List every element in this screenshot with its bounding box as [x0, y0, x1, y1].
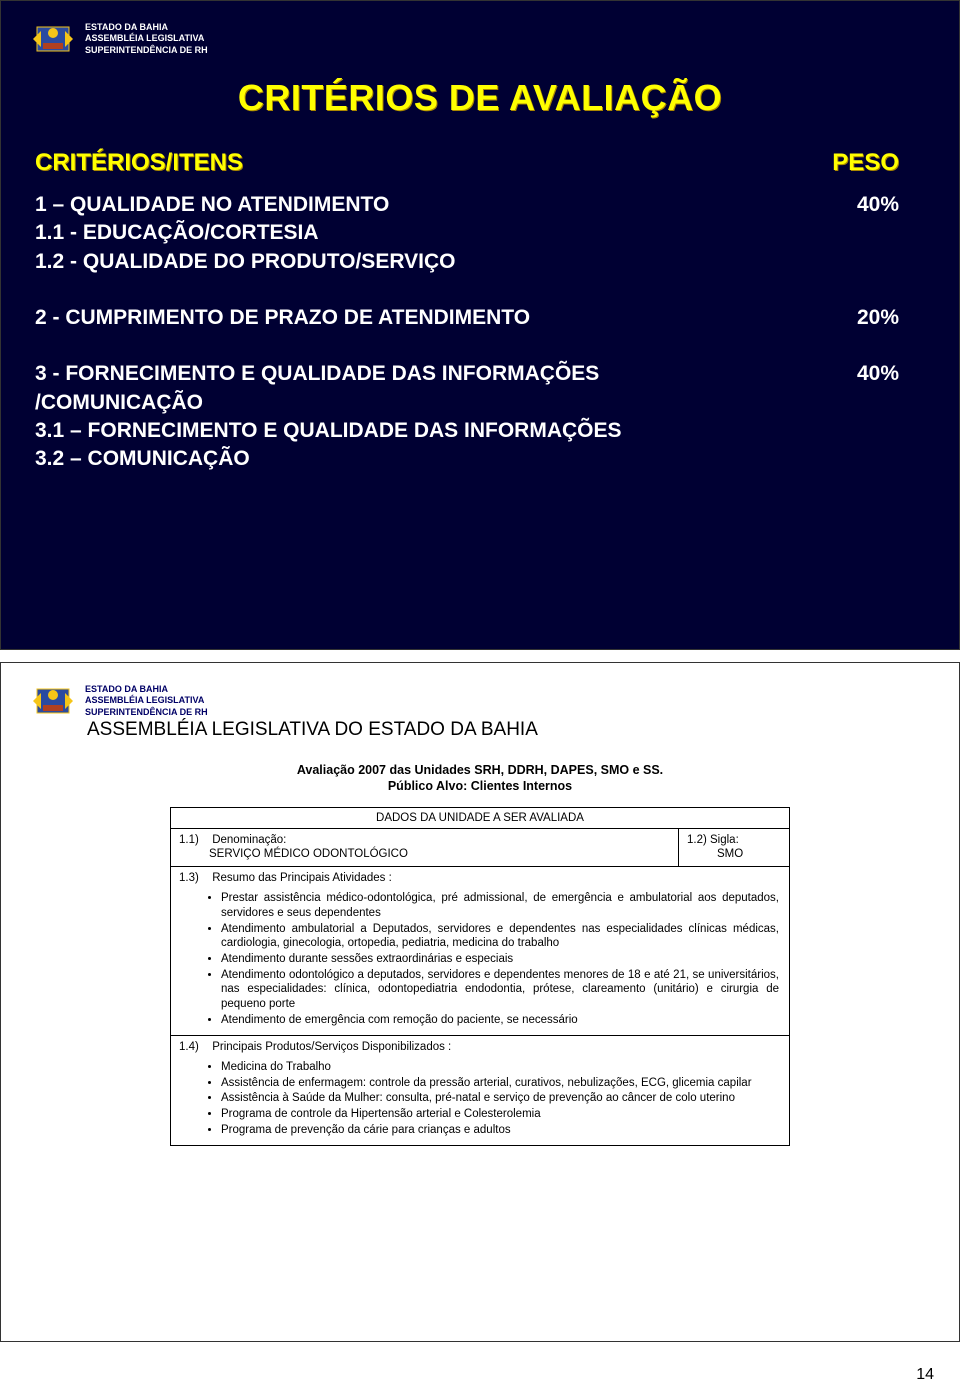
header-block: ESTADO DA BAHIA ASSEMBLÉIA LEGISLATIVA S… — [31, 19, 929, 59]
r1-n2: 1.2) Sigla: — [687, 834, 739, 846]
col-head-left: CRITÉRIOS/ITENS — [35, 149, 819, 177]
criterion-1-peso: 40% — [819, 191, 899, 219]
form-header: DADOS DA UNIDADE A SER AVALIADA — [171, 808, 789, 829]
r1-num: 1.1) — [179, 833, 209, 847]
r1-label: Denominação: — [212, 834, 286, 846]
header-line3: SUPERINTENDÊNCIA DE RH — [85, 45, 208, 56]
r3-num: 1.4) — [179, 1040, 209, 1054]
criterion-2-peso: 20% — [819, 304, 899, 332]
header2-line2: ASSEMBLÉIA LEGISLATIVA — [85, 695, 208, 706]
product-item: Medicina do Trabalho — [221, 1060, 779, 1075]
criterion-3-title: 3 - FORNECIMENTO E QUALIDADE DAS INFORMA… — [35, 360, 655, 417]
activities-list: Prestar assistência médico-odontológica,… — [171, 889, 789, 1034]
form-row-2: 1.3) Resumo das Principais Atividades : … — [171, 867, 789, 1036]
header-line2: ASSEMBLÉIA LEGISLATIVA — [85, 33, 208, 44]
criterion-1-row: 1 – QUALIDADE NO ATENDIMENTO 40% — [31, 191, 929, 219]
activity-item: Atendimento ambulatorial a Deputados, se… — [221, 922, 779, 951]
audience-subtitle: Público Alvo: Clientes Internos — [31, 779, 929, 793]
product-item: Assistência de enfermagem: controle da p… — [221, 1076, 779, 1091]
header-text-2: ESTADO DA BAHIA ASSEMBLÉIA LEGISLATIVA S… — [85, 684, 208, 718]
activity-item: Atendimento odontológico a deputados, se… — [221, 968, 779, 1012]
cell-products-header: 1.4) Principais Produtos/Serviços Dispon… — [171, 1036, 789, 1058]
activity-item: Prestar assistência médico-odontológica,… — [221, 891, 779, 920]
state-crest-icon — [31, 19, 75, 59]
criterion-1-item2: 1.2 - QUALIDADE DO PRODUTO/SERVIÇO — [31, 248, 929, 276]
r2-label: Resumo das Principais Atividades : — [212, 872, 392, 884]
product-item: Programa de prevenção da cárie para cria… — [221, 1123, 779, 1138]
header2-line3: SUPERINTENDÊNCIA DE RH — [85, 707, 208, 718]
header-text: ESTADO DA BAHIA ASSEMBLÉIA LEGISLATIVA S… — [85, 22, 208, 56]
cell-denomination: 1.1) Denominação: SERVIÇO MÉDICO ODONTOL… — [171, 829, 679, 866]
product-item: Assistência à Saúde da Mulher: consulta,… — [221, 1091, 779, 1106]
criterion-2-row: 2 - CUMPRIMENTO DE PRAZO DE ATENDIMENTO … — [31, 304, 929, 332]
form-row-3: 1.4) Principais Produtos/Serviços Dispon… — [171, 1036, 789, 1145]
criterion-3-item2: 3.2 – COMUNICAÇÃO — [31, 445, 929, 473]
slide-form: ESTADO DA BAHIA ASSEMBLÉIA LEGISLATIVA S… — [0, 662, 960, 1342]
criterion-3-item1: 3.1 – FORNECIMENTO E QUALIDADE DAS INFOR… — [31, 417, 929, 445]
page-number: 14 — [916, 1366, 934, 1384]
r2-num: 1.3) — [179, 871, 209, 885]
cell-activities-header: 1.3) Resumo das Principais Atividades : — [171, 867, 789, 889]
product-item: Programa de controle da Hipertensão arte… — [221, 1107, 779, 1122]
slide-criteria: ESTADO DA BAHIA ASSEMBLÉIA LEGISLATIVA S… — [0, 0, 960, 650]
criterion-1-title: 1 – QUALIDADE NO ATENDIMENTO — [35, 191, 819, 219]
header2-line1: ESTADO DA BAHIA — [85, 684, 208, 695]
r1-value: SERVIÇO MÉDICO ODONTOLÓGICO — [209, 848, 408, 860]
r3-label: Principais Produtos/Serviços Disponibili… — [212, 1041, 451, 1053]
state-crest-icon — [31, 681, 75, 721]
header-line1: ESTADO DA BAHIA — [85, 22, 208, 33]
evaluation-subtitle: Avaliação 2007 das Unidades SRH, DDRH, D… — [31, 763, 929, 777]
activity-item: Atendimento durante sessões extraordinár… — [221, 952, 779, 967]
unit-data-form: DADOS DA UNIDADE A SER AVALIADA 1.1) Den… — [170, 807, 790, 1146]
criterion-2-title: 2 - CUMPRIMENTO DE PRAZO DE ATENDIMENTO — [35, 304, 819, 332]
cell-sigla: 1.2) Sigla: SMO — [679, 829, 789, 866]
activity-item: Atendimento de emergência com remoção do… — [221, 1013, 779, 1028]
column-headers: CRITÉRIOS/ITENS PESO — [31, 149, 929, 177]
r1-value2: SMO — [717, 848, 743, 860]
criterion-3-peso: 40% — [819, 360, 899, 417]
main-title: CRITÉRIOS DE AVALIAÇÃO — [31, 77, 929, 119]
products-list: Medicina do Trabalho Assistência de enfe… — [171, 1058, 789, 1145]
col-head-right: PESO — [819, 149, 899, 177]
form-row-1: 1.1) Denominação: SERVIÇO MÉDICO ODONTOL… — [171, 829, 789, 867]
org-title: ASSEMBLÉIA LEGISLATIVA DO ESTADO DA BAHI… — [87, 719, 929, 741]
criterion-3-row: 3 - FORNECIMENTO E QUALIDADE DAS INFORMA… — [31, 360, 929, 417]
criterion-1-item1: 1.1 - EDUCAÇÃO/CORTESIA — [31, 219, 929, 247]
header-block-2: ESTADO DA BAHIA ASSEMBLÉIA LEGISLATIVA S… — [31, 681, 929, 721]
